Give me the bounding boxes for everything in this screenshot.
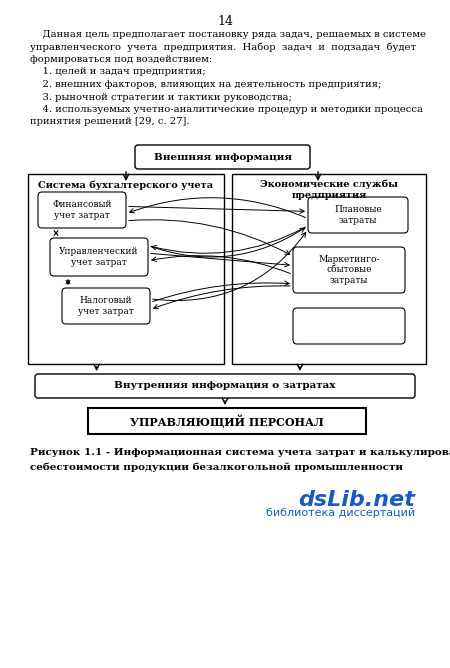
Text: dsLib.net: dsLib.net	[298, 490, 415, 510]
Text: Управленческий
учет затрат: Управленческий учет затрат	[59, 247, 139, 267]
FancyBboxPatch shape	[293, 247, 405, 293]
Text: предприятия: предприятия	[292, 190, 367, 200]
Text: 1. целей и задач предприятия;: 1. целей и задач предприятия;	[30, 67, 206, 77]
Text: Финансовый
учет затрат: Финансовый учет затрат	[52, 200, 112, 220]
FancyBboxPatch shape	[62, 288, 150, 324]
Text: формироваться под воздействием:: формироваться под воздействием:	[30, 55, 212, 64]
Bar	[88, 408, 366, 434]
FancyBboxPatch shape	[308, 197, 408, 233]
Text: 3. рыночной стратегии и тактики руководства;: 3. рыночной стратегии и тактики руководс…	[30, 92, 292, 102]
Text: принятия решений [29, с. 27].: принятия решений [29, с. 27].	[30, 118, 189, 126]
Text: 14: 14	[217, 15, 233, 28]
FancyBboxPatch shape	[38, 192, 126, 228]
FancyBboxPatch shape	[35, 374, 415, 398]
Text: себестоимости продукции безалкогольной промышленности: себестоимости продукции безалкогольной п…	[30, 462, 403, 472]
Bar	[28, 174, 224, 364]
Text: УПРАВЛЯЮЩИЙ ПЕРСОНАЛ: УПРАВЛЯЮЩИЙ ПЕРСОНАЛ	[130, 414, 324, 428]
Text: библиотека диссертаций: библиотека диссертаций	[266, 508, 415, 518]
Text: 2. внешних факторов, влияющих на деятельность предприятия;: 2. внешних факторов, влияющих на деятель…	[30, 80, 382, 89]
Text: Налоговый
учет затрат: Налоговый учет затрат	[78, 297, 134, 316]
Text: Внутренняя информация о затратах: Внутренняя информация о затратах	[114, 381, 336, 391]
Text: Внешняя информация: Внешняя информация	[153, 152, 292, 162]
Bar	[232, 174, 426, 364]
Text: Данная цель предполагает постановку ряда задач, решаемых в системе: Данная цель предполагает постановку ряда…	[30, 30, 426, 39]
Text: Рисунок 1.1 - Информационная система учета затрат и калькулирования: Рисунок 1.1 - Информационная система уче…	[30, 448, 450, 457]
Text: Маркетинго-
сбытовые
затраты: Маркетинго- сбытовые затраты	[318, 255, 380, 285]
FancyBboxPatch shape	[293, 308, 405, 344]
Text: Плановые
затраты: Плановые затраты	[334, 205, 382, 224]
Text: управленческого  учета  предприятия.  Набор  задач  и  подзадач  будет: управленческого учета предприятия. Набор…	[30, 43, 416, 52]
Text: 4. используемых учетно-аналитические процедур и методики процесса: 4. используемых учетно-аналитические про…	[30, 105, 423, 114]
FancyBboxPatch shape	[50, 238, 148, 276]
FancyBboxPatch shape	[135, 145, 310, 169]
Text: Экономические службы: Экономические службы	[260, 179, 398, 189]
Text: Система бухгалтерского учета: Система бухгалтерского учета	[38, 180, 214, 190]
